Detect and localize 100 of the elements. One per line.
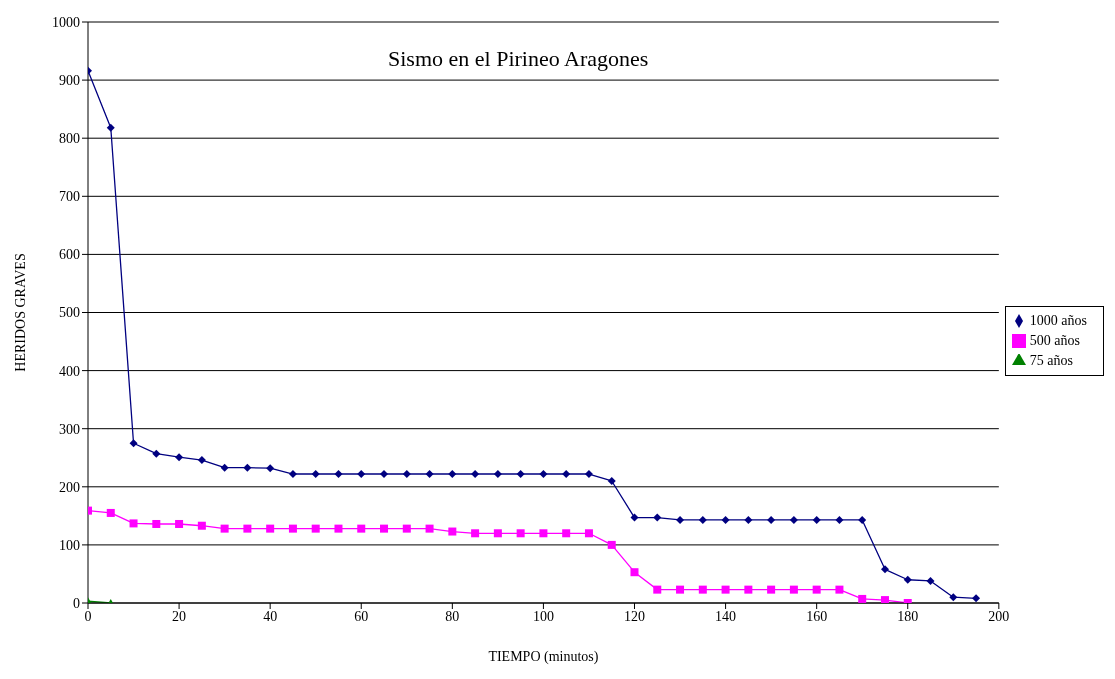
point bbox=[721, 585, 730, 594]
point bbox=[425, 524, 434, 533]
point bbox=[129, 519, 138, 528]
point bbox=[175, 453, 184, 462]
text: Sismo en el Pirineo Aragones bbox=[388, 46, 649, 72]
point bbox=[539, 529, 548, 538]
point bbox=[311, 470, 320, 479]
point bbox=[357, 470, 366, 479]
x-tick-label: 140 bbox=[715, 608, 737, 624]
point bbox=[630, 568, 639, 577]
point bbox=[448, 470, 457, 479]
point bbox=[812, 585, 821, 594]
point bbox=[880, 565, 889, 574]
point bbox=[334, 524, 343, 533]
legend-label: 1000 años bbox=[1029, 312, 1087, 328]
point bbox=[220, 524, 229, 533]
point bbox=[402, 470, 411, 479]
x-tick-label: 40 bbox=[263, 608, 278, 624]
point bbox=[584, 470, 593, 479]
point bbox=[197, 456, 206, 465]
x-tick-label: 100 bbox=[532, 608, 554, 624]
x-tick-label: 180 bbox=[897, 608, 919, 624]
y-tick-label: 200 bbox=[59, 479, 80, 495]
point bbox=[789, 585, 798, 594]
point bbox=[197, 521, 206, 530]
point bbox=[835, 515, 844, 524]
point bbox=[288, 524, 297, 533]
point bbox=[266, 464, 275, 473]
point bbox=[243, 463, 252, 472]
point bbox=[243, 524, 252, 533]
point bbox=[288, 470, 297, 479]
y-tick-label: 1000 bbox=[52, 14, 80, 30]
point bbox=[448, 527, 457, 536]
point bbox=[767, 515, 776, 524]
point bbox=[471, 470, 480, 479]
point bbox=[607, 476, 616, 485]
point bbox=[334, 470, 343, 479]
point bbox=[106, 123, 115, 132]
point bbox=[767, 585, 776, 594]
point bbox=[835, 585, 844, 594]
point bbox=[562, 470, 571, 479]
x-tick-label: 0 bbox=[84, 608, 92, 624]
y-tick-label: 300 bbox=[59, 421, 80, 437]
point bbox=[584, 529, 593, 538]
point bbox=[380, 470, 389, 479]
point bbox=[698, 515, 707, 524]
y-tick-label: 400 bbox=[59, 363, 80, 379]
point bbox=[880, 596, 889, 603]
point bbox=[744, 585, 753, 594]
point bbox=[607, 540, 616, 549]
x-tick-label: 20 bbox=[172, 608, 187, 624]
y-tick-label: 600 bbox=[59, 247, 80, 263]
point bbox=[858, 515, 867, 524]
y-axis-title: HERIDOS GRAVES bbox=[12, 253, 28, 372]
y-tick-label: 900 bbox=[59, 73, 80, 89]
point bbox=[858, 594, 867, 603]
point bbox=[402, 524, 411, 533]
point bbox=[220, 463, 229, 472]
x-tick-label: 160 bbox=[806, 608, 828, 624]
point bbox=[721, 515, 730, 524]
point bbox=[676, 515, 685, 524]
point bbox=[311, 524, 320, 533]
legend-label: 500 años bbox=[1029, 332, 1080, 348]
point bbox=[175, 519, 184, 528]
y-tick-label: 500 bbox=[59, 305, 80, 321]
point bbox=[152, 449, 161, 458]
point bbox=[493, 529, 502, 538]
point bbox=[812, 515, 821, 524]
point bbox=[152, 519, 161, 528]
x-tick-label: 80 bbox=[445, 608, 460, 624]
x-tick-label: 200 bbox=[988, 608, 1010, 624]
point bbox=[949, 593, 958, 602]
point bbox=[516, 529, 525, 538]
point bbox=[266, 524, 275, 533]
point bbox=[425, 470, 434, 479]
point bbox=[357, 524, 366, 533]
point bbox=[676, 585, 685, 594]
point bbox=[926, 576, 935, 585]
point bbox=[653, 513, 662, 522]
y-tick-label: 700 bbox=[59, 189, 80, 205]
point bbox=[903, 575, 912, 584]
point bbox=[653, 585, 662, 594]
x-tick-label: 60 bbox=[354, 608, 369, 624]
y-tick-label: 0 bbox=[73, 595, 80, 611]
x-axis-title: TIEMPO (minutos) bbox=[488, 649, 599, 665]
point bbox=[106, 508, 115, 517]
point bbox=[380, 524, 389, 533]
point bbox=[129, 439, 138, 448]
point bbox=[539, 470, 548, 479]
x-tick-label: 120 bbox=[624, 608, 645, 624]
point bbox=[972, 594, 981, 603]
y-tick-label: 100 bbox=[59, 537, 80, 553]
point bbox=[516, 470, 525, 479]
point bbox=[698, 585, 707, 594]
point bbox=[789, 515, 798, 524]
legend-label: 75 años bbox=[1029, 352, 1073, 368]
point bbox=[471, 529, 480, 538]
point bbox=[493, 470, 502, 479]
point bbox=[744, 515, 753, 524]
point bbox=[630, 513, 639, 522]
